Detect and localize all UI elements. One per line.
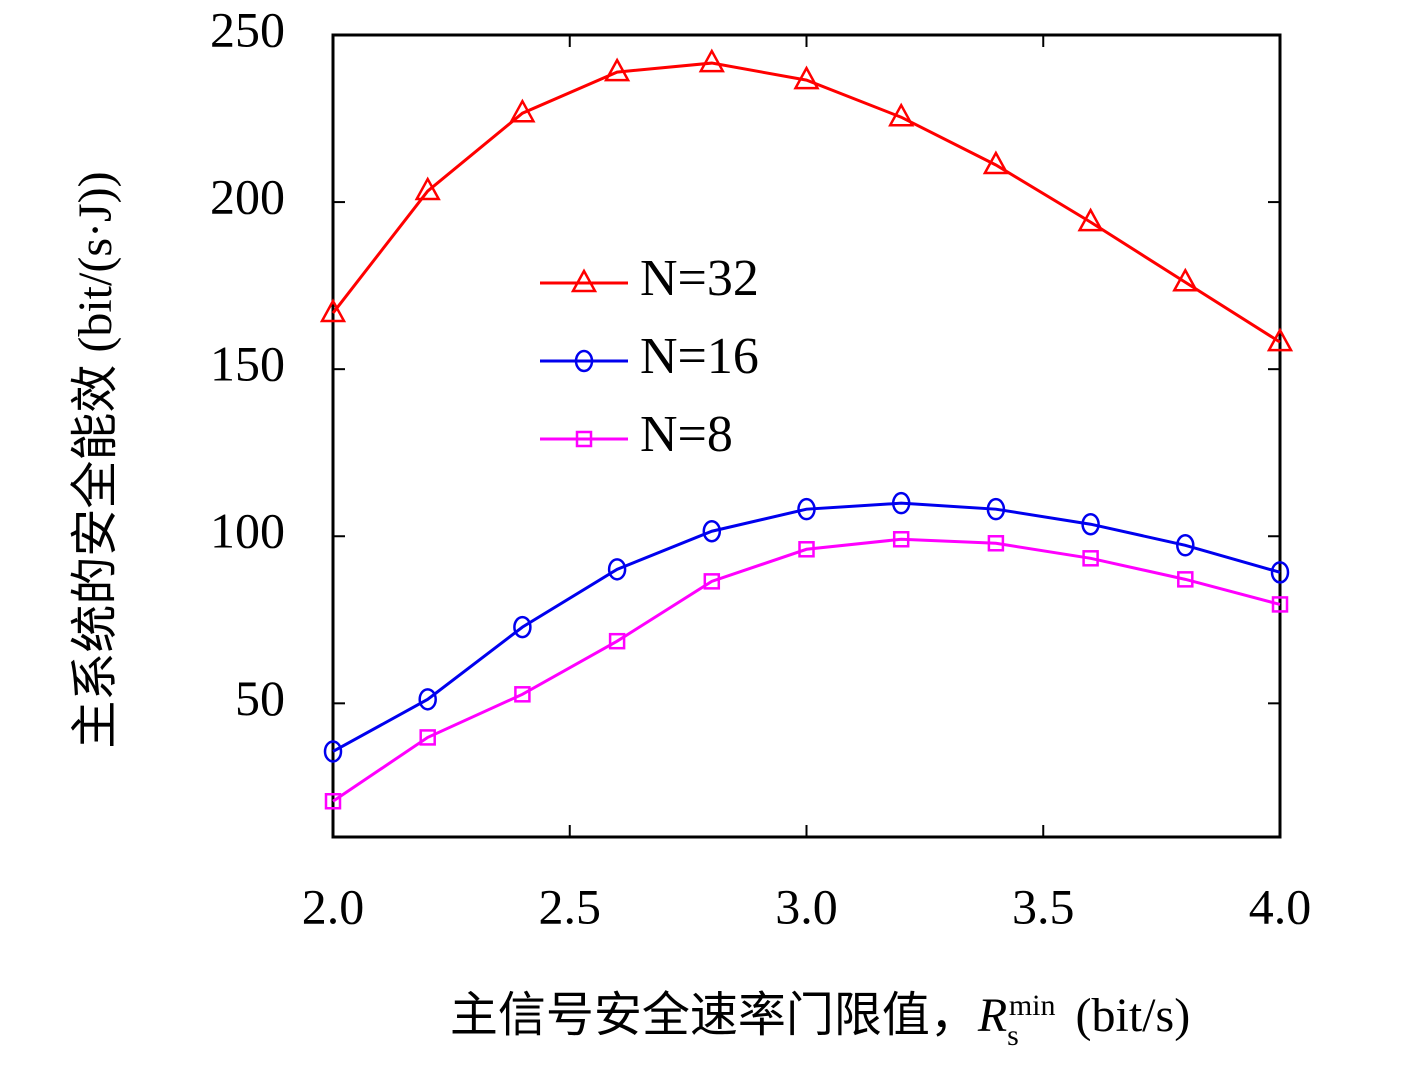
marker [418, 688, 437, 711]
y-tick-label: 50 [235, 670, 285, 726]
marker [698, 48, 725, 73]
marker [608, 632, 626, 650]
legend-marker [574, 349, 594, 373]
marker [1082, 550, 1099, 567]
marker [1270, 561, 1290, 584]
marker [1266, 327, 1294, 352]
series-line [332, 537, 1281, 803]
marker [1176, 534, 1195, 557]
x-label-symbol: R [977, 989, 1007, 1042]
marker [607, 558, 627, 581]
marker [702, 519, 722, 543]
x-tick-label: 2.5 [539, 878, 602, 934]
marker [1177, 571, 1194, 588]
marker [509, 98, 536, 123]
x-tick-label: 3.0 [775, 878, 838, 934]
y-axis-label: 主系统的安全能效 (bit/(s·J)) [69, 171, 122, 748]
marker [419, 729, 436, 746]
marker [1172, 267, 1199, 292]
y-tick-label: 200 [210, 169, 285, 225]
x-tick-label: 2.0 [302, 878, 365, 934]
legend-marker [575, 430, 593, 448]
marker [513, 615, 532, 639]
series-line [331, 61, 1281, 344]
legend-label: N=16 [640, 328, 759, 385]
y-tick-label: 100 [210, 503, 285, 559]
series-line [332, 501, 1281, 753]
x-axis-label: 主信号安全速率门限值，Rsmin (bit/s) [450, 989, 1190, 1052]
marker [892, 531, 910, 548]
marker [319, 298, 347, 323]
x-label-text: 主信号安全速率门限值， [450, 989, 978, 1042]
marker [793, 65, 820, 90]
legend-label: N=32 [640, 250, 759, 307]
marker [323, 740, 343, 763]
marker [888, 102, 915, 127]
marker [603, 57, 631, 82]
marker [987, 535, 1005, 552]
marker [324, 792, 342, 810]
y-tick-label: 150 [210, 336, 285, 392]
x-tick-label: 4.0 [1249, 878, 1312, 934]
x-label-superscript: min [1009, 989, 1056, 1022]
marker [982, 150, 1010, 175]
marker [986, 497, 1006, 521]
marker [798, 541, 815, 558]
marker [414, 176, 441, 201]
marker [1081, 512, 1100, 536]
x-tick-label: 3.5 [1012, 878, 1075, 934]
marker [703, 573, 721, 590]
y-tick-label: 250 [210, 1, 285, 57]
x-label-unit: (bit/s) [1076, 989, 1191, 1042]
marker [797, 497, 816, 521]
marker [1077, 207, 1104, 232]
x-label-subscript: s [1007, 1019, 1019, 1052]
marker [1271, 596, 1289, 613]
legend-marker [570, 268, 598, 293]
marker [514, 686, 531, 703]
legend-label: N=8 [640, 406, 733, 463]
marker [891, 491, 911, 515]
